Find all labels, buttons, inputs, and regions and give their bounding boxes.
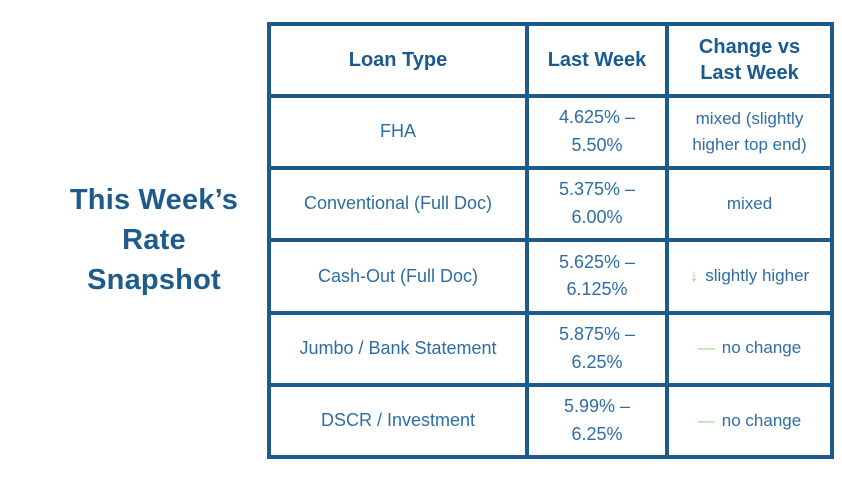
last-week-cell: 5.375% – 6.00% xyxy=(525,166,669,243)
rate-snapshot-table: Loan Type Last Week Change vs Last Week … xyxy=(267,22,834,460)
loan-type-cell: Conventional (Full Doc) xyxy=(267,166,529,243)
loan-type-cell: Cash-Out (Full Doc) xyxy=(267,238,529,315)
header-loan-type: Loan Type xyxy=(267,22,529,98)
change-text: mixed xyxy=(726,194,773,214)
page-title-line-3: Snapshot xyxy=(87,264,221,296)
no-change-dash-icon: — xyxy=(697,338,715,358)
page-title-line-1: This Week’s xyxy=(69,184,239,216)
last-week-cell: 5.625% – 6.125% xyxy=(525,238,669,315)
last-week-cell: 4.625% – 5.50% xyxy=(525,93,669,171)
table-row-fha: FHA 4.625% – 5.50% mixed (slightly highe… xyxy=(267,93,834,171)
change-text: slightly higher xyxy=(705,266,810,286)
loan-type-cell: Jumbo / Bank Statement xyxy=(267,310,529,387)
page-title-line-2: Rate xyxy=(122,224,186,256)
down-arrow-icon: ↓ xyxy=(689,266,699,286)
page-title: This Week’s Rate Snapshot xyxy=(28,180,280,300)
change-text: mixed (slightly higher top end) xyxy=(692,108,807,155)
change-text: no change xyxy=(721,338,802,358)
last-week-cell: 5.99% – 6.25% xyxy=(525,382,669,460)
change-cell: mixed (slightly higher top end) xyxy=(665,93,834,171)
change-cell: — no change xyxy=(665,382,834,460)
change-text: no change xyxy=(721,410,802,430)
header-change-vs-last-week: Change vs Last Week xyxy=(665,22,834,98)
no-change-dash-icon: — xyxy=(697,410,715,430)
change-cell: ↓ slightly higher xyxy=(665,238,834,315)
table-row-dscr: DSCR / Investment 5.99% – 6.25% — no chan… xyxy=(267,382,834,460)
change-cell: — no change xyxy=(665,310,834,387)
loan-type-cell: FHA xyxy=(267,93,529,171)
table-row-conventional: Conventional (Full Doc) 5.375% – 6.00% m… xyxy=(267,166,834,243)
last-week-cell: 5.875% – 6.25% xyxy=(525,310,669,387)
header-last-week: Last Week xyxy=(525,22,669,98)
change-cell: mixed xyxy=(665,166,834,243)
table-row-jumbo: Jumbo / Bank Statement 5.875% – 6.25% — n… xyxy=(267,310,834,387)
table-row-cash-out: Cash-Out (Full Doc) 5.625% – 6.125% ↓ sli… xyxy=(267,238,834,315)
loan-type-cell: DSCR / Investment xyxy=(267,382,529,460)
header-row: Loan Type Last Week Change vs Last Week xyxy=(267,22,834,98)
